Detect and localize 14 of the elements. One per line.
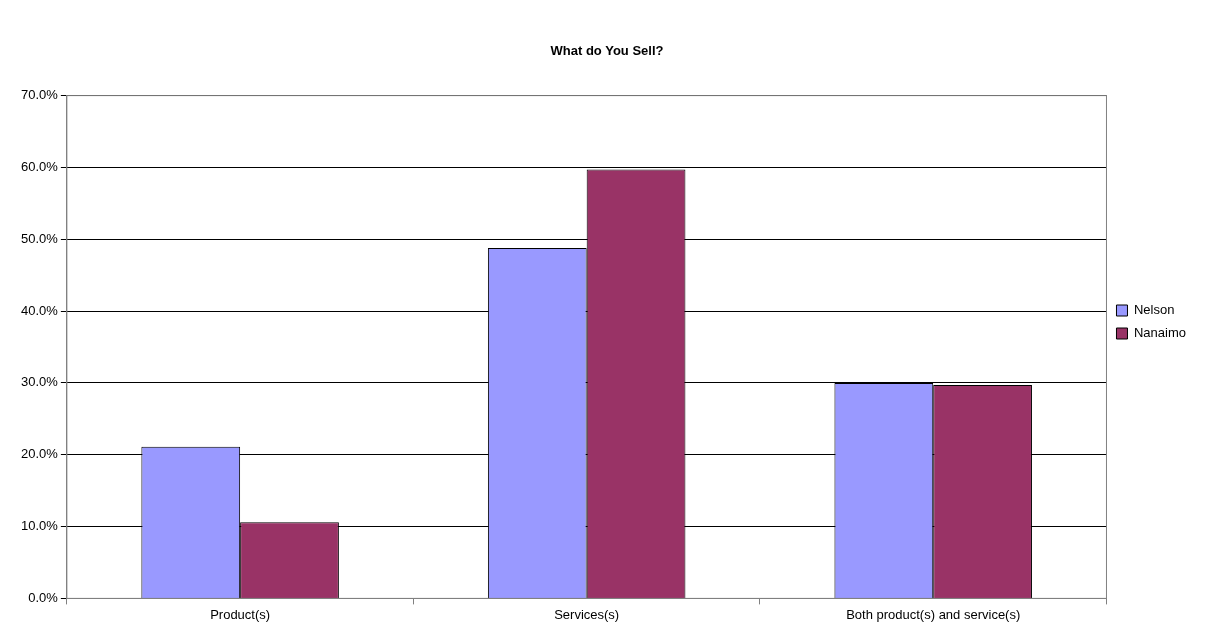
y-tick-label: 40.0% xyxy=(20,302,59,318)
y-tick-label: 70.0% xyxy=(20,87,59,103)
y-tick-label: 0.0% xyxy=(28,589,59,605)
legend-label: Nelson xyxy=(1133,302,1175,318)
x-tick-label: Both product(s) and service(s) xyxy=(846,606,1021,622)
y-tick-label: 10.0% xyxy=(20,518,59,534)
y-tick-label: 20.0% xyxy=(20,446,59,462)
x-tick-label: Product(s) xyxy=(210,606,271,622)
x-tick-label: Services(s) xyxy=(554,606,620,622)
y-tick-label: 60.0% xyxy=(20,159,59,175)
y-tick-label: 50.0% xyxy=(20,230,59,246)
chart-title: What do You Sell? xyxy=(550,43,664,59)
y-tick-label: 30.0% xyxy=(20,374,59,390)
legend-label: Nanaimo xyxy=(1133,325,1187,341)
